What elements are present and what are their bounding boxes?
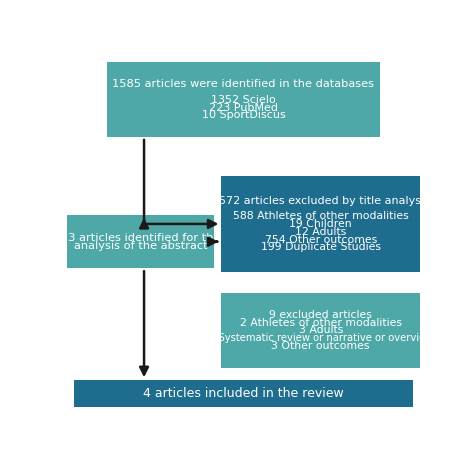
Text: 4 articles included in the review: 4 articles included in the review bbox=[143, 387, 344, 400]
Text: 754 Other outcomes: 754 Other outcomes bbox=[265, 235, 377, 244]
Text: 223 PubMed: 223 PubMed bbox=[209, 102, 278, 112]
Bar bbox=[74, 380, 413, 407]
Text: 9 excluded articles: 9 excluded articles bbox=[269, 310, 372, 320]
Bar bbox=[221, 293, 420, 368]
Text: 1352 Scielo: 1352 Scielo bbox=[211, 95, 276, 105]
Text: 1585 articles were identified in the databases: 1585 articles were identified in the dat… bbox=[113, 79, 374, 89]
Text: 19 Children: 19 Children bbox=[289, 219, 352, 229]
Text: 3 Other outcomes: 3 Other outcomes bbox=[272, 341, 370, 351]
Text: analysis of the abstract: analysis of the abstract bbox=[74, 241, 207, 251]
Text: 3 Adults: 3 Adults bbox=[299, 325, 343, 336]
Bar bbox=[221, 176, 420, 272]
Text: 1 Systematic review or narrative or overview: 1 Systematic review or narrative or over… bbox=[209, 333, 433, 343]
Text: 10 SportDiscus: 10 SportDiscus bbox=[201, 110, 285, 120]
Text: 1572 articles excluded by title analysis: 1572 articles excluded by title analysis bbox=[212, 195, 430, 206]
Text: 588 Athletes of other modalities: 588 Athletes of other modalities bbox=[233, 211, 408, 221]
Text: 13 articles identified for the: 13 articles identified for the bbox=[61, 233, 220, 243]
Bar bbox=[107, 62, 380, 137]
Text: 199 Duplicate Studies: 199 Duplicate Studies bbox=[261, 242, 381, 252]
Text: 12 Adults: 12 Adults bbox=[295, 227, 346, 237]
Bar bbox=[66, 215, 214, 268]
Text: 2 Athletes of other modalities: 2 Athletes of other modalities bbox=[240, 318, 402, 328]
